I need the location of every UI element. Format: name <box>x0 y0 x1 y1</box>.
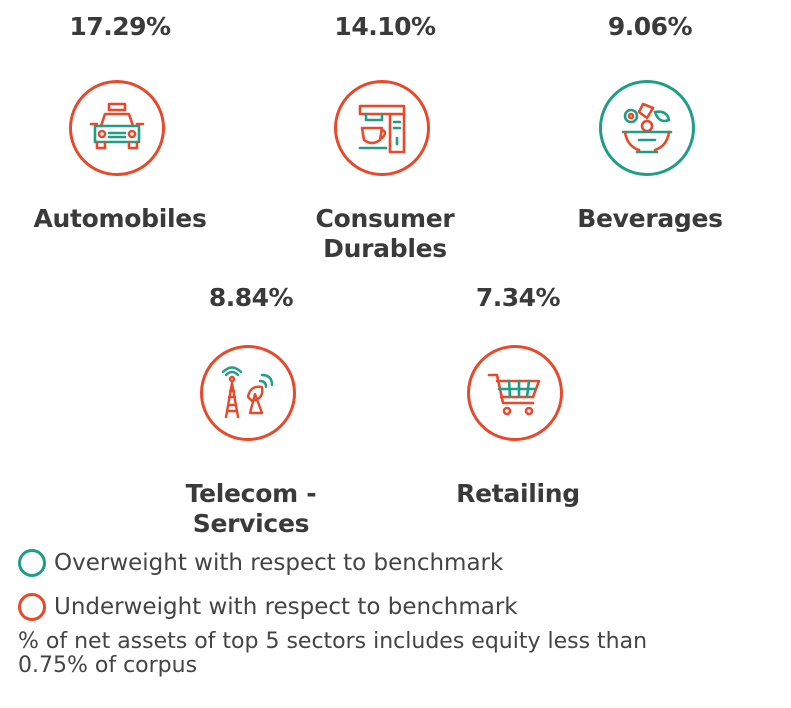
legend-underweight-label: Underweight with respect to benchmark <box>54 594 518 620</box>
sector-percentage: 17.29% <box>69 12 171 41</box>
sector-name: Automobiles <box>33 204 207 233</box>
sector-percentage: 14.10% <box>334 12 436 41</box>
food-bowl-icon <box>621 102 673 154</box>
mixer-icon <box>358 104 406 154</box>
sector-name: Beverages <box>577 204 723 233</box>
underweight-circle-icon <box>18 593 46 621</box>
sector-tile-automobiles: 17.29% Automobiles <box>0 12 240 233</box>
sector-name: Telecom - Services <box>185 479 317 538</box>
overweight-ring <box>599 80 695 176</box>
footnote: % of net assets of top 5 sectors include… <box>18 629 648 678</box>
telecom-tower-icon <box>221 366 274 419</box>
sector-tile-telecom-services: 8.84% Telecom - Services <box>131 283 371 538</box>
underweight-ring <box>334 80 430 176</box>
sector-tile-retailing: 7.34% Retailing <box>398 283 638 508</box>
underweight-ring <box>467 345 563 441</box>
sector-percentage: 9.06% <box>607 12 693 41</box>
legend-overweight: Overweight with respect to benchmark <box>18 547 518 579</box>
legend-underweight: Underweight with respect to benchmark <box>18 591 518 623</box>
sector-tile-consumer-durables: 14.10% Consumer Durables <box>265 12 505 263</box>
underweight-ring <box>69 80 165 176</box>
car-icon <box>89 102 145 150</box>
legend: Overweight with respect to benchmark Und… <box>18 547 518 623</box>
sector-name: Consumer Durables <box>315 204 455 263</box>
sector-tile-beverages: 9.06% Beverages <box>530 12 770 233</box>
sector-percentage: 7.34% <box>475 283 561 312</box>
underweight-ring <box>200 345 296 441</box>
overweight-circle-icon <box>18 549 46 577</box>
legend-overweight-label: Overweight with respect to benchmark <box>54 550 504 576</box>
sector-name: Retailing <box>456 479 580 508</box>
sector-percentage: 8.84% <box>208 283 294 312</box>
shopping-cart-icon <box>487 373 541 416</box>
